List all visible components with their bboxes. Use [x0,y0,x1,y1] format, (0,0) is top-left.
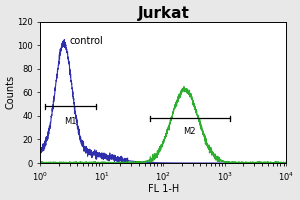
Text: M2: M2 [184,127,196,136]
Text: M1: M1 [64,117,77,126]
Title: Jurkat: Jurkat [137,6,189,21]
Y-axis label: Counts: Counts [6,75,16,109]
X-axis label: FL 1-H: FL 1-H [148,184,179,194]
Text: control: control [70,36,104,46]
